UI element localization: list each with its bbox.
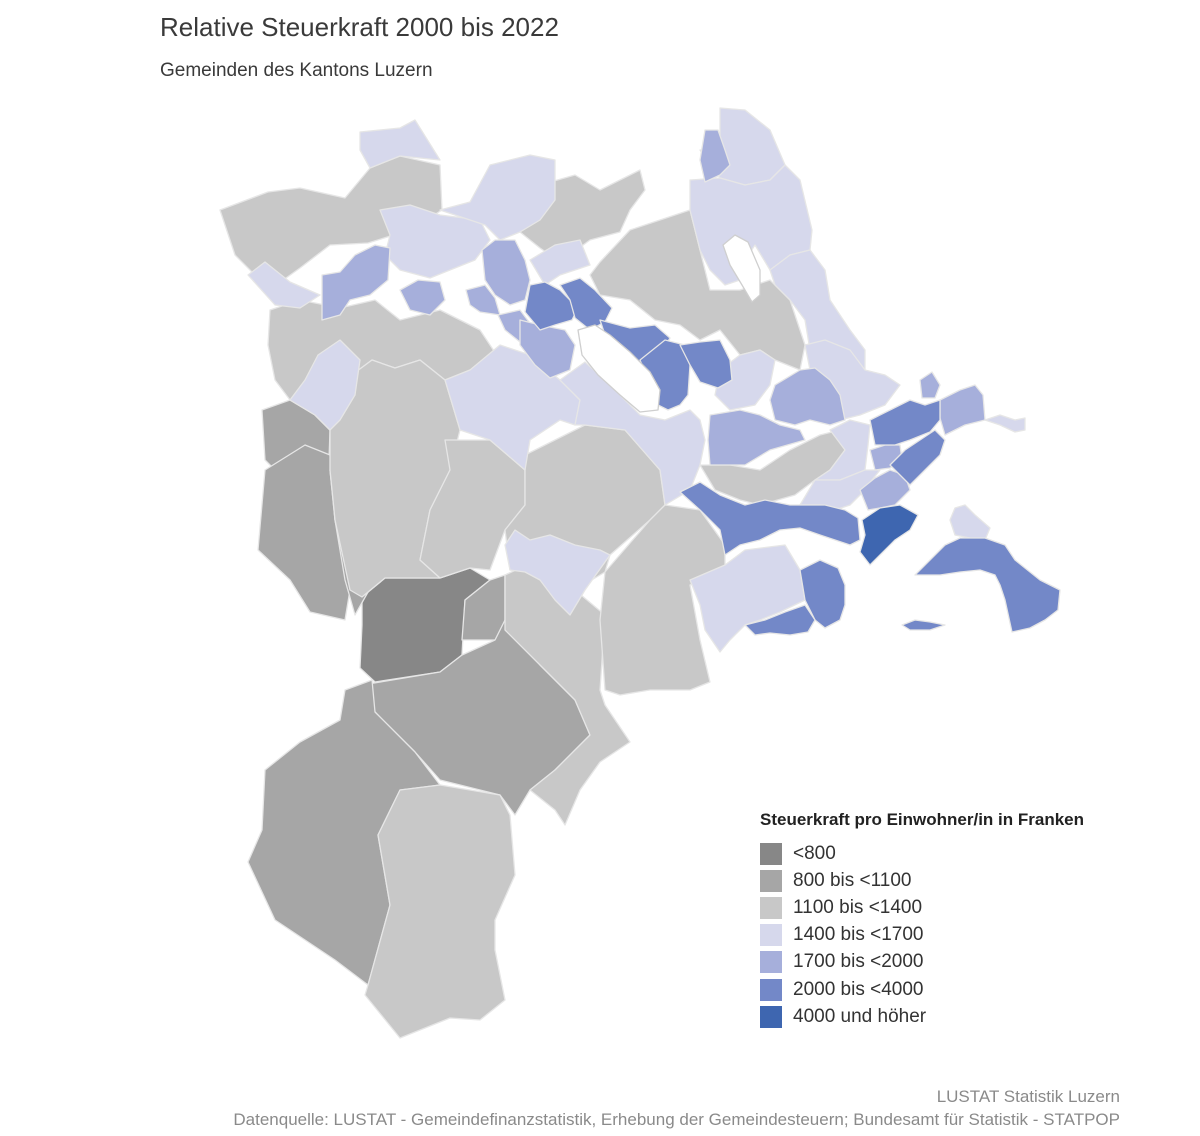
municipality-region (889, 429, 946, 486)
municipality-region (599, 504, 726, 696)
lake-sempachersee (577, 324, 661, 413)
legend-label: 4000 und höher (793, 1005, 927, 1027)
municipality-region (919, 371, 941, 399)
data-source-note: Datenquelle: LUSTAT - Gemeindefinanzstat… (233, 1110, 1120, 1129)
municipality-region (364, 784, 516, 1039)
legend-label: 1700 bis <2000 (793, 951, 924, 973)
legend-label: 1400 bis <1700 (793, 924, 924, 946)
municipality-region (699, 129, 731, 183)
legend-item: 2000 bis <4000 (760, 976, 1084, 1003)
municipality-region (707, 409, 806, 466)
lake-baldeggersee (722, 234, 761, 303)
legend-item: 4000 und höher (760, 1003, 1084, 1030)
municipality-region (859, 504, 919, 566)
legend-item: 1100 bis <1400 (760, 894, 1084, 921)
municipality-region (984, 414, 1026, 433)
municipality-region (289, 339, 361, 431)
municipality-region (524, 281, 579, 331)
municipality-region (399, 279, 446, 316)
legend-item: 1400 bis <1700 (760, 922, 1084, 949)
municipality-region (859, 469, 911, 511)
municipality-region (744, 604, 816, 636)
municipality-region (321, 244, 391, 321)
publisher-credit: LUSTAT Statistik Luzern (936, 1087, 1120, 1106)
legend-swatch (760, 842, 782, 865)
municipality-region (679, 339, 733, 389)
municipality-region (914, 537, 1061, 633)
legend-label: 1100 bis <1400 (793, 896, 923, 918)
legend-item: <800 (760, 840, 1084, 867)
municipality-region (679, 481, 861, 556)
municipality-region (439, 154, 556, 241)
legend-swatch (760, 1005, 782, 1028)
municipality-region (869, 399, 941, 446)
map-title: Relative Steuerkraft 2000 bis 2022 (160, 12, 559, 42)
municipality-region (257, 444, 351, 621)
legend-swatch (760, 951, 782, 974)
legend-label: 800 bis <1100 (793, 869, 912, 891)
legend-label: 2000 bis <4000 (793, 978, 924, 1000)
legend-swatch (760, 924, 782, 947)
municipality-region (481, 239, 531, 306)
legend-item: 1700 bis <2000 (760, 949, 1084, 976)
municipality-region (799, 559, 846, 629)
municipality-region (359, 119, 441, 169)
map-subtitle: Gemeinden des Kantons Luzern (160, 60, 433, 81)
legend-swatch (760, 896, 782, 919)
municipality-region (939, 384, 986, 436)
municipality-region (769, 367, 846, 426)
legend-swatch (760, 869, 782, 892)
municipality-region (949, 504, 991, 541)
legend-label: <800 (793, 842, 836, 864)
municipality-region (689, 544, 806, 653)
legend: Steuerkraft pro Einwohner/in in Franken … (760, 810, 1084, 1030)
legend-swatch (760, 978, 782, 1001)
legend-item: 800 bis <1100 (760, 867, 1084, 894)
municipality-region (247, 261, 321, 309)
municipality-region (504, 529, 611, 616)
legend-title: Steuerkraft pro Einwohner/in in Franken (760, 810, 1084, 829)
municipality-region (901, 619, 946, 631)
